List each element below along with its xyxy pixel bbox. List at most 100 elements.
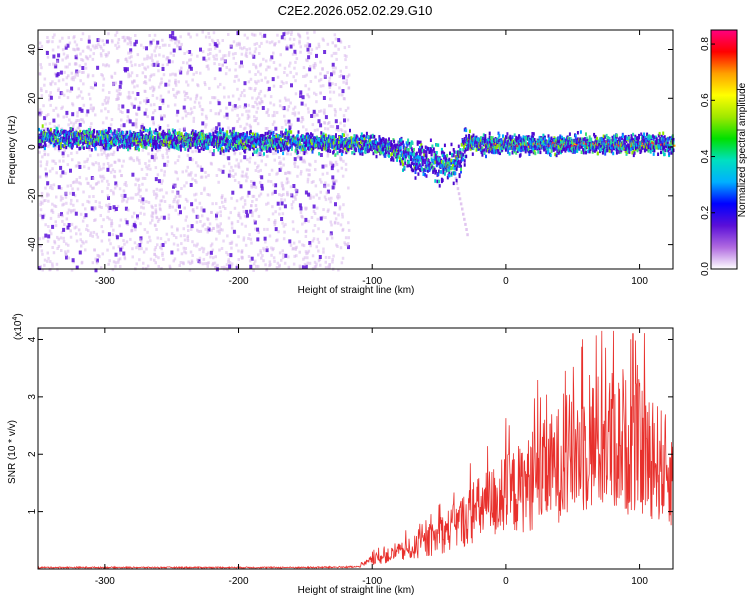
noise-cell [53, 72, 57, 76]
noise-cell [81, 118, 84, 122]
noise-cell [313, 212, 317, 215]
band-cell [219, 151, 222, 155]
noise-cell [160, 181, 163, 185]
noise-cell [319, 216, 323, 221]
noise-cell [152, 189, 156, 193]
noise-cell [273, 43, 276, 47]
noise-cell [234, 62, 238, 65]
band-cell [201, 139, 204, 144]
noise-cell [259, 102, 262, 106]
band-cell [379, 147, 382, 151]
band-cell [97, 133, 100, 138]
noise-cell [170, 250, 174, 255]
noise-cell [108, 259, 111, 263]
noise-cell [233, 107, 237, 111]
band-cell [105, 132, 108, 136]
band-cell [81, 145, 84, 149]
noise-cell [330, 104, 333, 108]
noise-cell [267, 201, 270, 205]
noise-cell [130, 64, 134, 68]
noise-cell [66, 55, 69, 59]
band-cell [41, 124, 44, 128]
noise-cell [145, 165, 148, 169]
noise-cell [181, 170, 184, 174]
noise-cell [97, 43, 100, 47]
noise-cell [183, 126, 186, 130]
noise-cell [284, 98, 288, 102]
noise-cell [189, 262, 192, 266]
noise-cell [129, 96, 132, 100]
band-cell [189, 145, 192, 150]
noise-cell [206, 230, 209, 234]
noise-cell [191, 78, 194, 82]
band-cell [100, 135, 103, 139]
band-cell [146, 129, 149, 133]
noise-cell [256, 153, 260, 157]
noise-cell [131, 81, 134, 85]
noise-cell [143, 57, 146, 61]
noise-cell [118, 159, 121, 163]
noise-cell [219, 82, 222, 86]
noise-cell [79, 182, 82, 186]
noise-cell [154, 254, 158, 258]
noise-cell [93, 46, 96, 50]
noise-cell [271, 122, 275, 126]
noise-cell [186, 165, 189, 169]
noise-cell [306, 180, 310, 184]
noise-cell [321, 215, 325, 219]
noise-cell [45, 114, 48, 118]
noise-cell [74, 120, 78, 124]
band-cell [341, 137, 344, 142]
noise-cell [262, 57, 265, 61]
band-cell [202, 143, 204, 148]
noise-cell [70, 86, 74, 91]
noise-cell [201, 50, 205, 54]
noise-cell [61, 151, 65, 156]
noise-cell [155, 44, 159, 48]
noise-cell [96, 65, 100, 70]
noise-cell [272, 152, 275, 156]
noise-cell [82, 120, 85, 124]
noise-cell [86, 75, 90, 79]
band-cell [263, 142, 266, 147]
band-cell [227, 138, 229, 142]
noise-cell [229, 253, 233, 258]
noise-cell [286, 73, 289, 77]
noise-cell [195, 161, 198, 165]
noise-cell [258, 152, 261, 155]
noise-cell [153, 49, 156, 53]
band-cell [103, 132, 106, 136]
noise-cell [213, 42, 217, 47]
noise-cell [257, 253, 260, 257]
noise-cell [345, 82, 348, 86]
noise-cell [83, 160, 86, 164]
noise-cell [65, 255, 68, 260]
noise-cell [245, 51, 248, 55]
noise-cell [318, 178, 322, 182]
noise-cell [56, 89, 60, 92]
noise-cell [231, 52, 235, 56]
noise-cell [221, 194, 224, 198]
noise-cell [292, 107, 295, 111]
noise-cell [128, 56, 131, 60]
noise-cell [218, 63, 221, 66]
band-cell [330, 141, 333, 145]
noise-cell [323, 121, 326, 124]
noise-cell [160, 116, 164, 121]
band-cell [71, 137, 74, 141]
noise-cell [232, 40, 236, 44]
noise-cell [339, 128, 343, 132]
noise-cell [258, 175, 262, 178]
noise-cell [123, 255, 126, 259]
noise-cell [282, 157, 286, 161]
noise-cell [331, 258, 334, 261]
noise-cell [328, 76, 332, 80]
noise-cell [296, 230, 299, 234]
band-cell [296, 150, 299, 155]
noise-cell [255, 66, 258, 70]
noise-cell [64, 250, 67, 254]
noise-cell [224, 207, 227, 210]
band-cell [324, 133, 327, 138]
noise-cell [267, 218, 271, 222]
noise-cell [208, 150, 212, 154]
